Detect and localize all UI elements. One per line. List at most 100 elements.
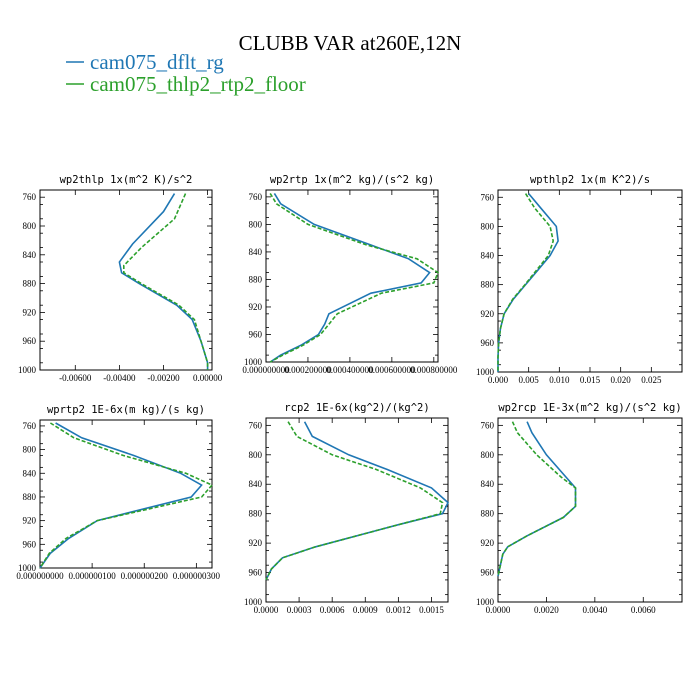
y-tick-label: 960 [249,329,263,339]
x-tick-label: 0.0012 [386,605,411,615]
x-tick-label: 0.025 [641,375,662,385]
x-tick-label: 0.000000200 [121,571,169,581]
x-tick-label: 0.0040 [582,605,607,615]
y-tick-label: 960 [249,568,263,578]
x-tick-label: 0.000 [488,375,509,385]
series-line-floor [123,193,209,370]
y-tick-label: 1000 [476,367,495,377]
x-tick-label: 0.0015 [419,605,444,615]
x-tick-label: 0.000000300 [173,571,221,581]
panel-title: wprtp2 1E-6x(m kg)/(s kg) [47,404,205,416]
y-tick-label: 840 [23,468,37,478]
y-tick-label: 840 [249,479,263,489]
y-tick-label: 920 [249,302,263,312]
x-tick-label: -0.00200 [147,373,180,383]
legend-label-floor: cam075_thlp2_rtp2_floor [90,72,306,96]
series-line-floor [497,421,577,577]
x-tick-label: 0.0020 [534,605,559,615]
y-tick-label: 960 [481,568,495,578]
panel-1: wp2thlp 1x(m^2 K)/s^2 760 800 840 880 920 960 1… [18,174,223,383]
y-tick-label: 880 [481,509,495,519]
y-tick-label: 760 [23,192,37,202]
series-line-dflt [265,421,449,581]
panel-title: wpthlp2 1x(m K^2)/s [530,174,650,186]
x-tick-label: 0.0000 [486,605,511,615]
y-tick-label: 800 [23,445,37,455]
series-line-floor [39,422,214,569]
plot-frame [39,189,213,371]
y-tick-label: 920 [481,538,495,548]
y-tick-label: 760 [481,192,495,202]
y-tick-label: 1000 [18,563,37,573]
figure-title: CLUBB VAR at260E,12N [239,31,462,55]
panel-title: wp2rcp 1E-3x(m^2 kg)/(s^2 kg) [498,402,681,414]
x-tick-label: 0.020 [611,375,632,385]
y-tick-label: 920 [481,309,495,319]
x-tick-label: 0.0000 [254,605,279,615]
x-tick-label: 0.0006 [320,605,345,615]
series-line-dflt [497,193,559,372]
legend: cam075_dflt_rg cam075_thlp2_rtp2_floor [66,50,306,96]
y-tick-label: 800 [249,450,263,460]
x-tick-label: 0.000000000 [16,571,64,581]
series-line-dflt [118,193,209,370]
x-tick-label: 0.000600000 [368,365,416,375]
x-tick-label: 0.000400000 [326,365,374,375]
y-tick-label: 960 [23,539,37,549]
y-tick-label: 1000 [244,357,263,367]
y-tick-label: 1000 [476,597,495,607]
x-tick-label: -0.00400 [103,373,136,383]
x-tick-label: 0.00000 [193,373,223,383]
panel-5: rcp2 1E-6x(kg^2)/(kg^2) 760 800 840 880 920 96… [244,402,449,615]
plot-frame [265,417,449,603]
y-tick-label: 840 [481,251,495,261]
x-tick-label: 0.005 [519,375,540,385]
y-tick-label: 960 [23,336,37,346]
panel-title: rcp2 1E-6x(kg^2)/(kg^2) [284,402,429,414]
y-tick-label: 760 [249,192,263,202]
legend-label-dflt: cam075_dflt_rg [90,50,224,74]
y-tick-label: 760 [249,420,263,430]
series-line-floor [269,192,439,363]
y-tick-label: 1000 [18,365,37,375]
y-tick-label: 880 [249,274,263,284]
y-tick-label: 800 [249,219,263,229]
y-tick-label: 920 [249,538,263,548]
x-tick-label: 0.0009 [353,605,378,615]
x-tick-label: 0.000000000 [242,365,290,375]
plot-frame [497,417,683,603]
y-tick-label: 920 [23,516,37,526]
x-tick-label: 0.000800000 [410,365,458,375]
panel-6: wp2rcp 1E-3x(m^2 kg)/(s^2 kg)760 800 840 88… [476,402,683,615]
y-tick-label: 880 [481,280,495,290]
y-tick-label: 800 [481,450,495,460]
y-tick-label: 760 [481,420,495,430]
series-line-floor [497,193,555,372]
y-tick-label: 800 [23,221,37,231]
y-tick-label: 840 [23,250,37,260]
panel-title: wp2rtp 1x(m^2 kg)/(s^2 kg) [270,174,434,186]
y-tick-label: 880 [23,492,37,502]
x-tick-label: -0.00600 [59,373,92,383]
plot-frame [497,189,683,373]
y-tick-label: 1000 [244,597,263,607]
y-tick-label: 880 [23,279,37,289]
x-tick-label: 0.000200000 [284,365,332,375]
plot-frame [265,189,439,363]
x-tick-label: 0.0060 [631,605,656,615]
panel-4: wprtp2 1E-6x(m kg)/(s kg) 760 800 840 880 920… [16,404,220,581]
panels: wp2thlp 1x(m^2 K)/s^2 760 800 840 880 920 960 1… [16,174,683,615]
series-line-dflt [39,422,203,569]
series-line-dflt [497,421,577,577]
x-tick-label: 0.000000100 [68,571,116,581]
y-tick-label: 960 [481,338,495,348]
series-line-floor [265,421,444,581]
panel-title: wp2thlp 1x(m^2 K)/s^2 [60,174,193,186]
panel-2: wp2rtp 1x(m^2 kg)/(s^2 kg) 760 800 840 880 92… [242,174,458,375]
x-tick-label: 0.010 [549,375,570,385]
y-tick-label: 880 [249,509,263,519]
y-tick-label: 800 [481,221,495,231]
x-tick-label: 0.0003 [287,605,312,615]
y-tick-label: 840 [249,247,263,257]
